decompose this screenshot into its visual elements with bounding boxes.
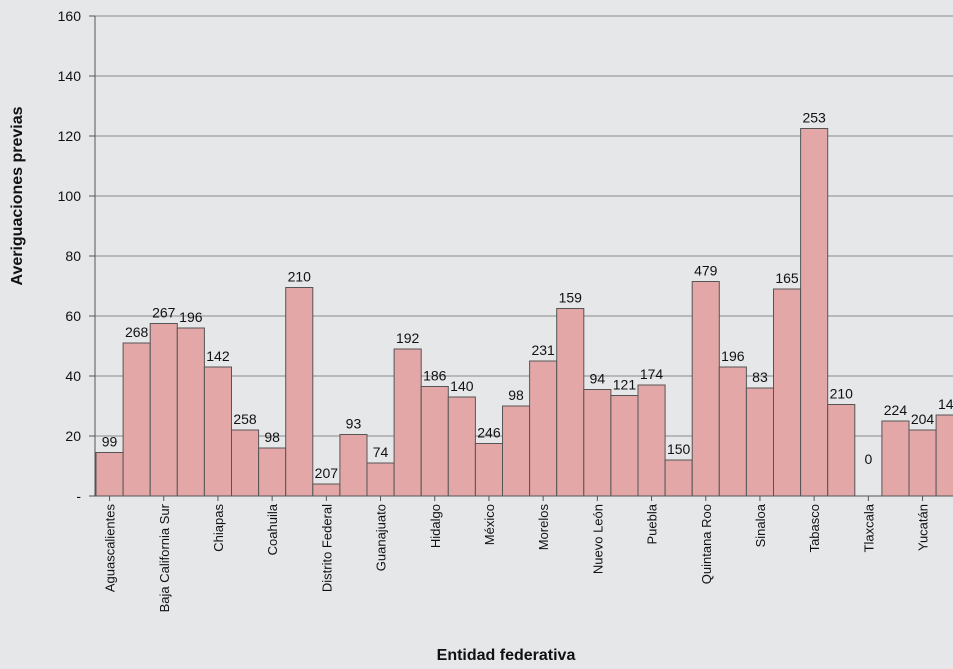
category-label: México <box>482 504 497 545</box>
y-axis-title: Averiguaciones previas <box>9 106 26 285</box>
y-tick-label: 60 <box>65 308 81 324</box>
bar <box>149 323 178 497</box>
bar <box>447 396 476 497</box>
y-tick-label: 120 <box>58 128 82 144</box>
category-label: Distrito Federal <box>319 504 334 592</box>
category-label: Sinaloa <box>753 503 768 547</box>
bar <box>827 404 856 497</box>
data-label: 268 <box>125 324 149 340</box>
data-label: 196 <box>721 348 745 364</box>
bar <box>610 395 639 497</box>
category-label: Puebla <box>645 503 660 544</box>
data-label: 207 <box>315 465 339 481</box>
data-label: 204 <box>911 411 935 427</box>
data-label: 479 <box>694 263 718 279</box>
data-label: 83 <box>752 369 768 385</box>
y-tick-label: 160 <box>58 8 82 24</box>
data-label: 258 <box>233 411 257 427</box>
data-label: 0 <box>864 451 872 467</box>
bar <box>583 389 612 497</box>
data-label: 98 <box>264 429 280 445</box>
data-label: 186 <box>423 368 447 384</box>
bar <box>637 384 666 497</box>
y-tick-label: 40 <box>65 368 81 384</box>
data-label: 74 <box>373 444 389 460</box>
y-tick-label: - <box>76 488 81 504</box>
y-tick-label: 140 <box>58 68 82 84</box>
data-label: 93 <box>346 416 362 432</box>
data-label: 224 <box>884 402 908 418</box>
y-tick-label: 80 <box>65 248 81 264</box>
data-label: 174 <box>640 366 664 382</box>
category-label: Yucatán <box>916 504 931 551</box>
bar <box>718 366 747 497</box>
y-tick-label: 20 <box>65 428 81 444</box>
bar <box>935 414 953 497</box>
data-label: 165 <box>775 270 799 286</box>
category-label: Guanajuato <box>374 504 389 571</box>
bar <box>502 405 531 497</box>
bar <box>366 462 395 497</box>
category-label: Coahuila <box>265 503 280 555</box>
data-label: 196 <box>179 309 203 325</box>
bar <box>881 420 910 497</box>
data-label: 142 <box>938 396 953 412</box>
data-label: 192 <box>396 330 420 346</box>
data-label: 210 <box>288 269 312 285</box>
bar <box>474 443 503 497</box>
category-label: Chiapas <box>211 504 226 552</box>
data-label: 253 <box>802 110 826 126</box>
data-label: 99 <box>102 434 118 450</box>
bar <box>312 483 341 497</box>
category-label: Tlaxcala <box>861 503 876 552</box>
category-label: Hidalgo <box>428 504 443 548</box>
data-label: 140 <box>450 378 474 394</box>
bar <box>231 429 260 497</box>
bar <box>908 429 937 497</box>
data-label: 159 <box>559 290 583 306</box>
category-label: Baja California Sur <box>157 503 172 612</box>
category-label: Quintana Roo <box>699 504 714 584</box>
bar <box>556 308 585 497</box>
bar <box>773 288 802 497</box>
category-labels: Aguascalientes Baja California Sur Chiapas… <box>103 496 931 612</box>
bar <box>800 128 829 497</box>
bar <box>176 327 205 497</box>
data-label: 267 <box>152 305 176 321</box>
data-label: 142 <box>206 348 230 364</box>
bar <box>285 287 314 497</box>
bar <box>393 348 422 497</box>
data-label: 150 <box>667 441 691 457</box>
bars <box>95 128 953 497</box>
bar <box>691 281 720 497</box>
bar <box>95 452 124 497</box>
bar <box>203 366 232 497</box>
data-label: 94 <box>590 371 606 387</box>
y-tick-label: 100 <box>58 188 82 204</box>
bar <box>258 447 287 497</box>
data-label: 231 <box>531 342 555 358</box>
category-label: Nuevo León <box>590 504 605 574</box>
bar <box>529 360 558 497</box>
bar <box>664 459 693 497</box>
bar <box>339 434 368 497</box>
category-label: Aguascalientes <box>103 504 118 593</box>
category-label: Tabasco <box>807 504 822 552</box>
data-label: 121 <box>613 377 637 393</box>
bar <box>745 387 775 497</box>
data-label: 246 <box>477 425 501 441</box>
bar <box>122 342 151 497</box>
category-label: Morelos <box>536 504 551 551</box>
x-axis-title: Entidad federativa <box>437 647 576 664</box>
data-label: 210 <box>830 386 854 402</box>
bar <box>420 386 449 497</box>
grid-lines <box>95 15 953 437</box>
data-label: 98 <box>508 387 524 403</box>
